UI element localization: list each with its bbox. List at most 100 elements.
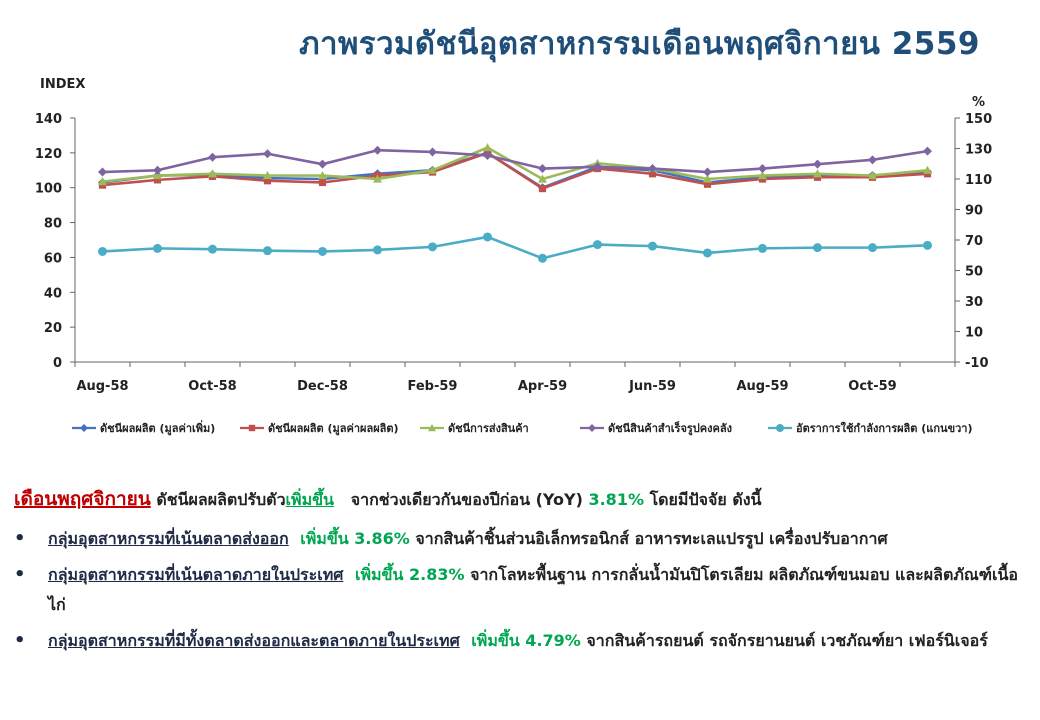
- x-tick-label: Feb-59: [408, 379, 458, 394]
- data-point: [776, 424, 784, 432]
- data-point: [318, 178, 327, 187]
- summary-headline-period: จากช่วงเดียวกันของปีก่อน (YoY): [350, 490, 583, 509]
- x-tick-label: Apr-59: [518, 379, 567, 394]
- data-point: [153, 165, 162, 175]
- data-point: [373, 145, 382, 155]
- data-point: [208, 169, 217, 178]
- data-point: [428, 424, 436, 432]
- industrial-index-chart: INDEX% 0 20 40 60 80 100 120 140 -10 10 30 50 70 90 110…: [35, 77, 992, 436]
- data-point: [813, 243, 822, 253]
- data-point: [318, 246, 327, 256]
- y-right-tick-label: 70: [965, 234, 983, 249]
- bullet-detail: จากสินค้ารถยนต์ รถจักรยานยนต์ เวชภัณฑ์ยา…: [586, 631, 988, 650]
- y-right-tick-label: 10: [965, 326, 983, 341]
- data-point: [483, 232, 492, 242]
- data-point: [813, 159, 822, 169]
- data-point: [153, 176, 162, 184]
- data-point: [648, 170, 657, 178]
- data-point: [263, 171, 272, 180]
- y-left-tick-label: 0: [53, 356, 62, 371]
- y-right-tick-label: -10: [965, 356, 989, 371]
- data-point: [923, 165, 932, 174]
- data-point: [318, 171, 327, 180]
- x-tick-label: Dec-58: [297, 379, 348, 394]
- data-point: [263, 149, 272, 159]
- legend-label: ดัชนีผลผลิต (มูลค่าเพิ่ม): [100, 420, 215, 436]
- bullet-detail: จากโลหะพื้นฐาน การกลั่นน้ำมันปิโตรเลียม …: [48, 565, 1019, 614]
- bullet-dot-icon: •: [14, 564, 26, 585]
- bullet-change: เพิ่มขึ้น 4.79%: [471, 631, 581, 650]
- x-tick-label: Oct-58: [188, 379, 236, 394]
- y-left-tick-label: 80: [44, 217, 62, 232]
- summary-headline: เดือนพฤศจิกายน ดัชนีผลผลิตปรับตัวเพิ่มขึ…: [14, 484, 1024, 514]
- summary-section: เดือนพฤศจิกายน ดัชนีผลผลิตปรับตัวเพิ่มขึ…: [14, 484, 1024, 662]
- data-point: [868, 243, 877, 253]
- data-point: [703, 248, 712, 258]
- data-point: [703, 167, 712, 177]
- summary-headline-text: ดัชนีผลผลิตปรับตัว: [156, 490, 286, 509]
- data-point: [868, 171, 877, 180]
- data-point: [758, 243, 767, 253]
- x-tick-label: Aug-58: [76, 379, 128, 394]
- data-point: [483, 150, 492, 160]
- bullet-detail: จากสินค้าชิ้นส่วนอิเล็กทรอนิกส์ อาหารทะเ…: [415, 529, 888, 548]
- summary-bullet-mixed: • กลุ่มอุตสาหกรรมที่มีทั้งตลาดส่งออกและต…: [14, 626, 1024, 656]
- data-point: [868, 155, 877, 165]
- data-point: [98, 167, 107, 177]
- data-point: [98, 177, 107, 186]
- legend-label: ดัชนีผลผลิต (มูลค่าผลผลิต): [268, 422, 399, 436]
- y-left-tick-label: 120: [35, 147, 62, 162]
- y-right-tick-label: 90: [965, 204, 983, 219]
- data-point: [758, 164, 767, 174]
- y-right-tick-label: 110: [965, 173, 992, 188]
- data-point: [593, 162, 602, 172]
- data-point: [248, 424, 256, 432]
- summary-bullet-domestic: • กลุ่มอุตสาหกรรมที่เน้นตลาดภายในประเทศ …: [14, 560, 1024, 620]
- summary-month: เดือนพฤศจิกายน: [14, 488, 151, 510]
- bullet-group-name: กลุ่มอุตสาหกรรมที่เน้นตลาดส่งออก: [48, 529, 289, 548]
- y-left-tick-label: 100: [35, 182, 62, 197]
- y-axis-left-label: INDEX: [40, 77, 85, 92]
- y-axis-right-label: %: [972, 95, 985, 110]
- data-point: [80, 424, 88, 432]
- y-right-tick-label: 30: [965, 295, 983, 310]
- y-left-tick-label: 60: [44, 251, 62, 266]
- y-left-tick-label: 20: [44, 321, 62, 336]
- y-right-tick-label: 130: [965, 143, 992, 158]
- page-title: ภาพรวมดัชนีอุตสาหกรรมเดือนพฤศจิกายน 2559: [299, 26, 980, 62]
- series-line-1: [102, 151, 928, 190]
- x-tick-label: Jun-59: [628, 379, 676, 394]
- data-point: [588, 424, 596, 432]
- data-point: [538, 174, 547, 183]
- data-point: [483, 143, 492, 152]
- summary-headline-pct: 3.81%: [588, 490, 644, 509]
- y-left-tick-label: 140: [35, 112, 62, 127]
- data-point: [538, 184, 547, 193]
- summary-bullet-list: • กลุ่มอุตสาหกรรมที่เน้นตลาดส่งออก เพิ่ม…: [14, 524, 1024, 656]
- y-right-tick-label: 150: [965, 112, 992, 127]
- data-point: [153, 171, 162, 180]
- x-tick-label: Aug-59: [736, 379, 788, 394]
- data-point: [648, 164, 657, 174]
- data-point: [428, 147, 437, 157]
- bullet-group-name: กลุ่มอุตสาหกรรมที่เน้นตลาดภายในประเทศ: [48, 565, 344, 584]
- x-tick-label: Oct-59: [848, 379, 896, 394]
- data-point: [428, 242, 437, 252]
- legend-label: อัตราการใช้กำลังการผลิต (แกนขวา): [796, 421, 972, 435]
- data-point: [208, 152, 217, 162]
- data-point: [153, 243, 162, 253]
- data-point: [538, 164, 547, 174]
- data-point: [318, 159, 327, 169]
- data-point: [428, 165, 437, 174]
- bullet-dot-icon: •: [14, 528, 26, 549]
- data-point: [263, 177, 272, 185]
- bullet-change: เพิ่มขึ้น 2.83%: [354, 565, 465, 584]
- data-point: [703, 180, 712, 188]
- summary-bullet-export: • กลุ่มอุตสาหกรรมที่เน้นตลาดส่งออก เพิ่ม…: [14, 524, 1024, 554]
- y-right-tick-label: 50: [965, 265, 983, 280]
- data-point: [813, 169, 822, 178]
- bullet-dot-icon: •: [14, 630, 26, 651]
- legend-label: ดัชนีการส่งสินค้า: [448, 422, 529, 435]
- bullet-group-name: กลุ่มอุตสาหกรรมที่มีทั้งตลาดส่งออกและตลา…: [48, 631, 460, 650]
- legend-label: ดัชนีสินค้าสำเร็จรูปคงคลัง: [608, 421, 732, 436]
